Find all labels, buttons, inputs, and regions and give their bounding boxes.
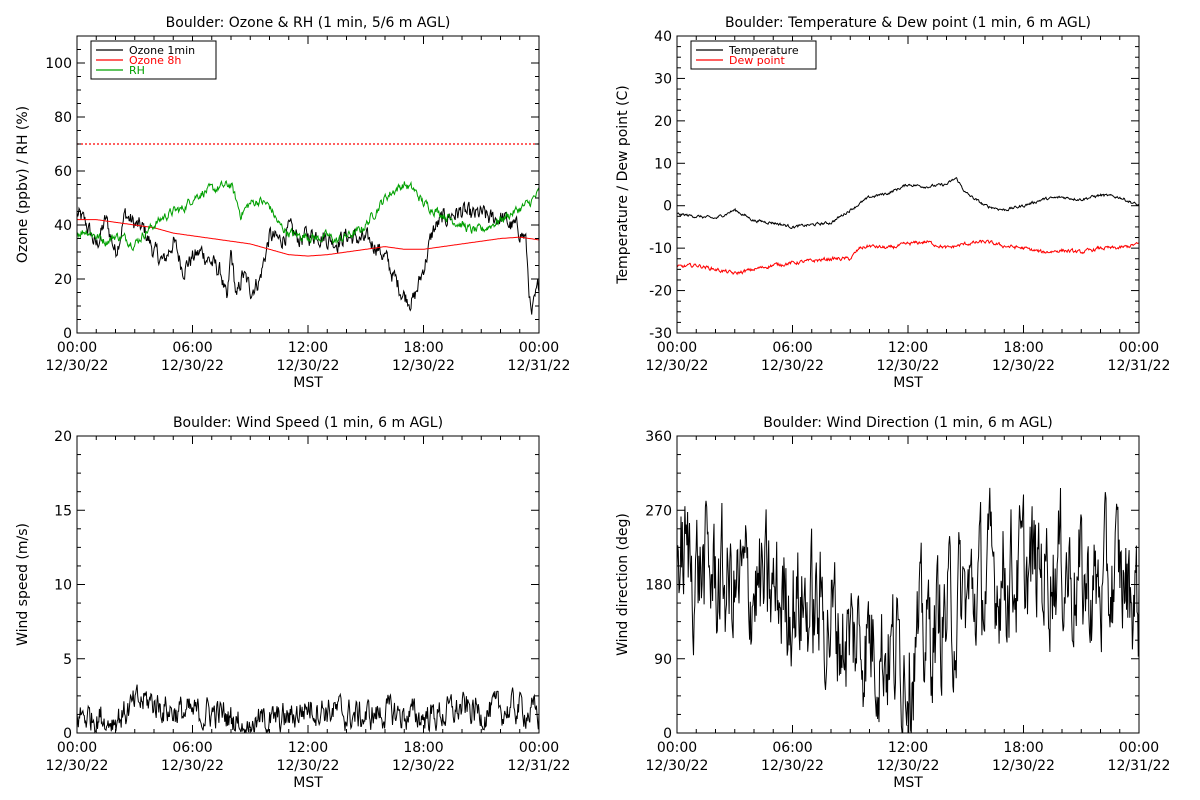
x-tick-label-date: 12/30/22 <box>992 758 1055 774</box>
x-tick-label-date: 12/30/22 <box>392 358 455 374</box>
chart-panel-3: Boulder: Wind Speed (1 min, 6 m AGL) 0 5 10… <box>15 415 570 791</box>
chart-title: Boulder: Wind Speed (1 min, 6 m AGL) <box>173 415 443 431</box>
x-tick-label-date: 12/31/22 <box>1108 758 1171 774</box>
chart-panel-4: Boulder: Wind Direction (1 min, 6 m AGL)… <box>615 415 1170 791</box>
y-tick-label: 0 <box>663 199 672 215</box>
chart-panel-1: Boulder: Ozone & RH (1 min, 5/6 m AGL) 0 2… <box>15 15 570 391</box>
y-tick-label: 80 <box>54 110 72 126</box>
x-tick-label-time: 06:00 <box>772 340 812 356</box>
x-tick-label-date: 12/30/22 <box>46 358 109 374</box>
y-tick-label: 20 <box>54 429 72 445</box>
y-tick-label: 0 <box>663 726 672 742</box>
x-tick-label-time: 00:00 <box>1119 740 1159 756</box>
y-tick-label: 60 <box>54 164 72 180</box>
x-tick-label-time: 12:00 <box>888 340 928 356</box>
y-axis-label: Temperature / Dew point (C) <box>615 85 631 284</box>
x-tick-label-date: 12/30/22 <box>761 758 824 774</box>
x-tick-label-date: 12/30/22 <box>161 758 224 774</box>
x-tick-label-time: 00:00 <box>519 340 559 356</box>
y-tick-label: 30 <box>654 71 672 87</box>
series-line-1 <box>677 487 1139 733</box>
x-tick-label-time: 12:00 <box>288 340 328 356</box>
x-axis-label: MST <box>293 375 323 391</box>
x-tick-label-time: 18:00 <box>1003 740 1043 756</box>
chart-title: Boulder: Temperature & Dew point (1 min,… <box>725 15 1091 31</box>
y-axis-label: Wind direction (deg) <box>615 513 631 656</box>
series-line-1 <box>77 201 539 315</box>
legend-box <box>690 40 817 70</box>
y-tick-label: 90 <box>654 652 672 668</box>
y-tick-label: -30 <box>649 326 672 342</box>
plot-frame <box>676 435 1140 734</box>
x-tick-label-date: 12/30/22 <box>277 358 340 374</box>
chart-title: Boulder: Wind Direction (1 min, 6 m AGL) <box>763 415 1052 431</box>
plot-frame <box>76 35 540 334</box>
legend-label: RH <box>129 64 145 77</box>
y-tick-label: 0 <box>63 326 72 342</box>
x-tick-label-date: 12/30/22 <box>161 358 224 374</box>
y-axis-label: Wind speed (m/s) <box>15 523 31 646</box>
x-axis-label: MST <box>893 775 923 791</box>
series-line-3 <box>77 179 539 252</box>
x-tick-label-date: 12/30/22 <box>761 358 824 374</box>
x-tick-label-time: 06:00 <box>172 740 212 756</box>
x-tick-label-date: 12/30/22 <box>46 758 109 774</box>
x-tick-label-time: 00:00 <box>657 740 697 756</box>
y-tick-label: 10 <box>54 578 72 594</box>
x-tick-label-time: 18:00 <box>1003 340 1043 356</box>
y-tick-label: -20 <box>649 284 672 300</box>
x-tick-label-time: 00:00 <box>657 340 697 356</box>
series-line-2 <box>677 239 1139 276</box>
x-tick-label-date: 12/30/22 <box>277 758 340 774</box>
y-tick-label: 15 <box>54 503 72 519</box>
x-tick-label-date: 12/30/22 <box>877 758 940 774</box>
series-line-1 <box>77 684 539 733</box>
chart-panel-2: Boulder: Temperature & Dew point (1 min,… <box>615 15 1170 391</box>
x-tick-label-time: 00:00 <box>57 340 97 356</box>
x-tick-label-time: 00:00 <box>1119 340 1159 356</box>
x-tick-label-time: 12:00 <box>888 740 928 756</box>
x-tick-label-time: 18:00 <box>403 740 443 756</box>
x-tick-label-time: 18:00 <box>403 340 443 356</box>
x-tick-label-time: 00:00 <box>57 740 97 756</box>
y-tick-label: -10 <box>649 241 672 257</box>
y-tick-label: 0 <box>63 726 72 742</box>
x-tick-label-time: 06:00 <box>772 740 812 756</box>
series-line-1 <box>677 176 1139 230</box>
x-tick-label-date: 12/31/22 <box>508 758 571 774</box>
x-tick-label-date: 12/31/22 <box>508 358 571 374</box>
plot-frame <box>76 435 540 734</box>
y-tick-label: 10 <box>654 156 672 172</box>
x-tick-label-date: 12/30/22 <box>646 358 709 374</box>
legend-label: Temperature <box>728 44 799 57</box>
y-tick-label: 20 <box>654 114 672 130</box>
x-tick-label-time: 06:00 <box>172 340 212 356</box>
x-tick-label-date: 12/31/22 <box>1108 358 1171 374</box>
chart-title: Boulder: Ozone & RH (1 min, 5/6 m AGL) <box>166 15 451 31</box>
y-tick-label: 5 <box>63 652 72 668</box>
x-axis-label: MST <box>893 375 923 391</box>
legend-label: Ozone 8h <box>129 54 181 67</box>
x-tick-label-time: 00:00 <box>519 740 559 756</box>
y-tick-label: 100 <box>45 56 72 72</box>
plot-frame <box>676 35 1140 334</box>
y-tick-label: 40 <box>54 218 72 234</box>
x-tick-label-time: 12:00 <box>288 740 328 756</box>
y-axis-label: Ozone (ppbv) / RH (%) <box>15 106 31 263</box>
y-tick-label: 40 <box>654 29 672 45</box>
y-tick-label: 20 <box>54 272 72 288</box>
legend-label: Ozone 1min <box>129 44 195 57</box>
x-tick-label-date: 12/30/22 <box>646 758 709 774</box>
y-tick-label: 360 <box>645 429 672 445</box>
x-axis-label: MST <box>293 775 323 791</box>
x-tick-label-date: 12/30/22 <box>877 358 940 374</box>
y-tick-label: 180 <box>645 578 672 594</box>
legend-label: Dew point <box>729 54 785 67</box>
x-tick-label-date: 12/30/22 <box>392 758 455 774</box>
x-tick-label-date: 12/30/22 <box>992 358 1055 374</box>
y-tick-label: 270 <box>645 503 672 519</box>
